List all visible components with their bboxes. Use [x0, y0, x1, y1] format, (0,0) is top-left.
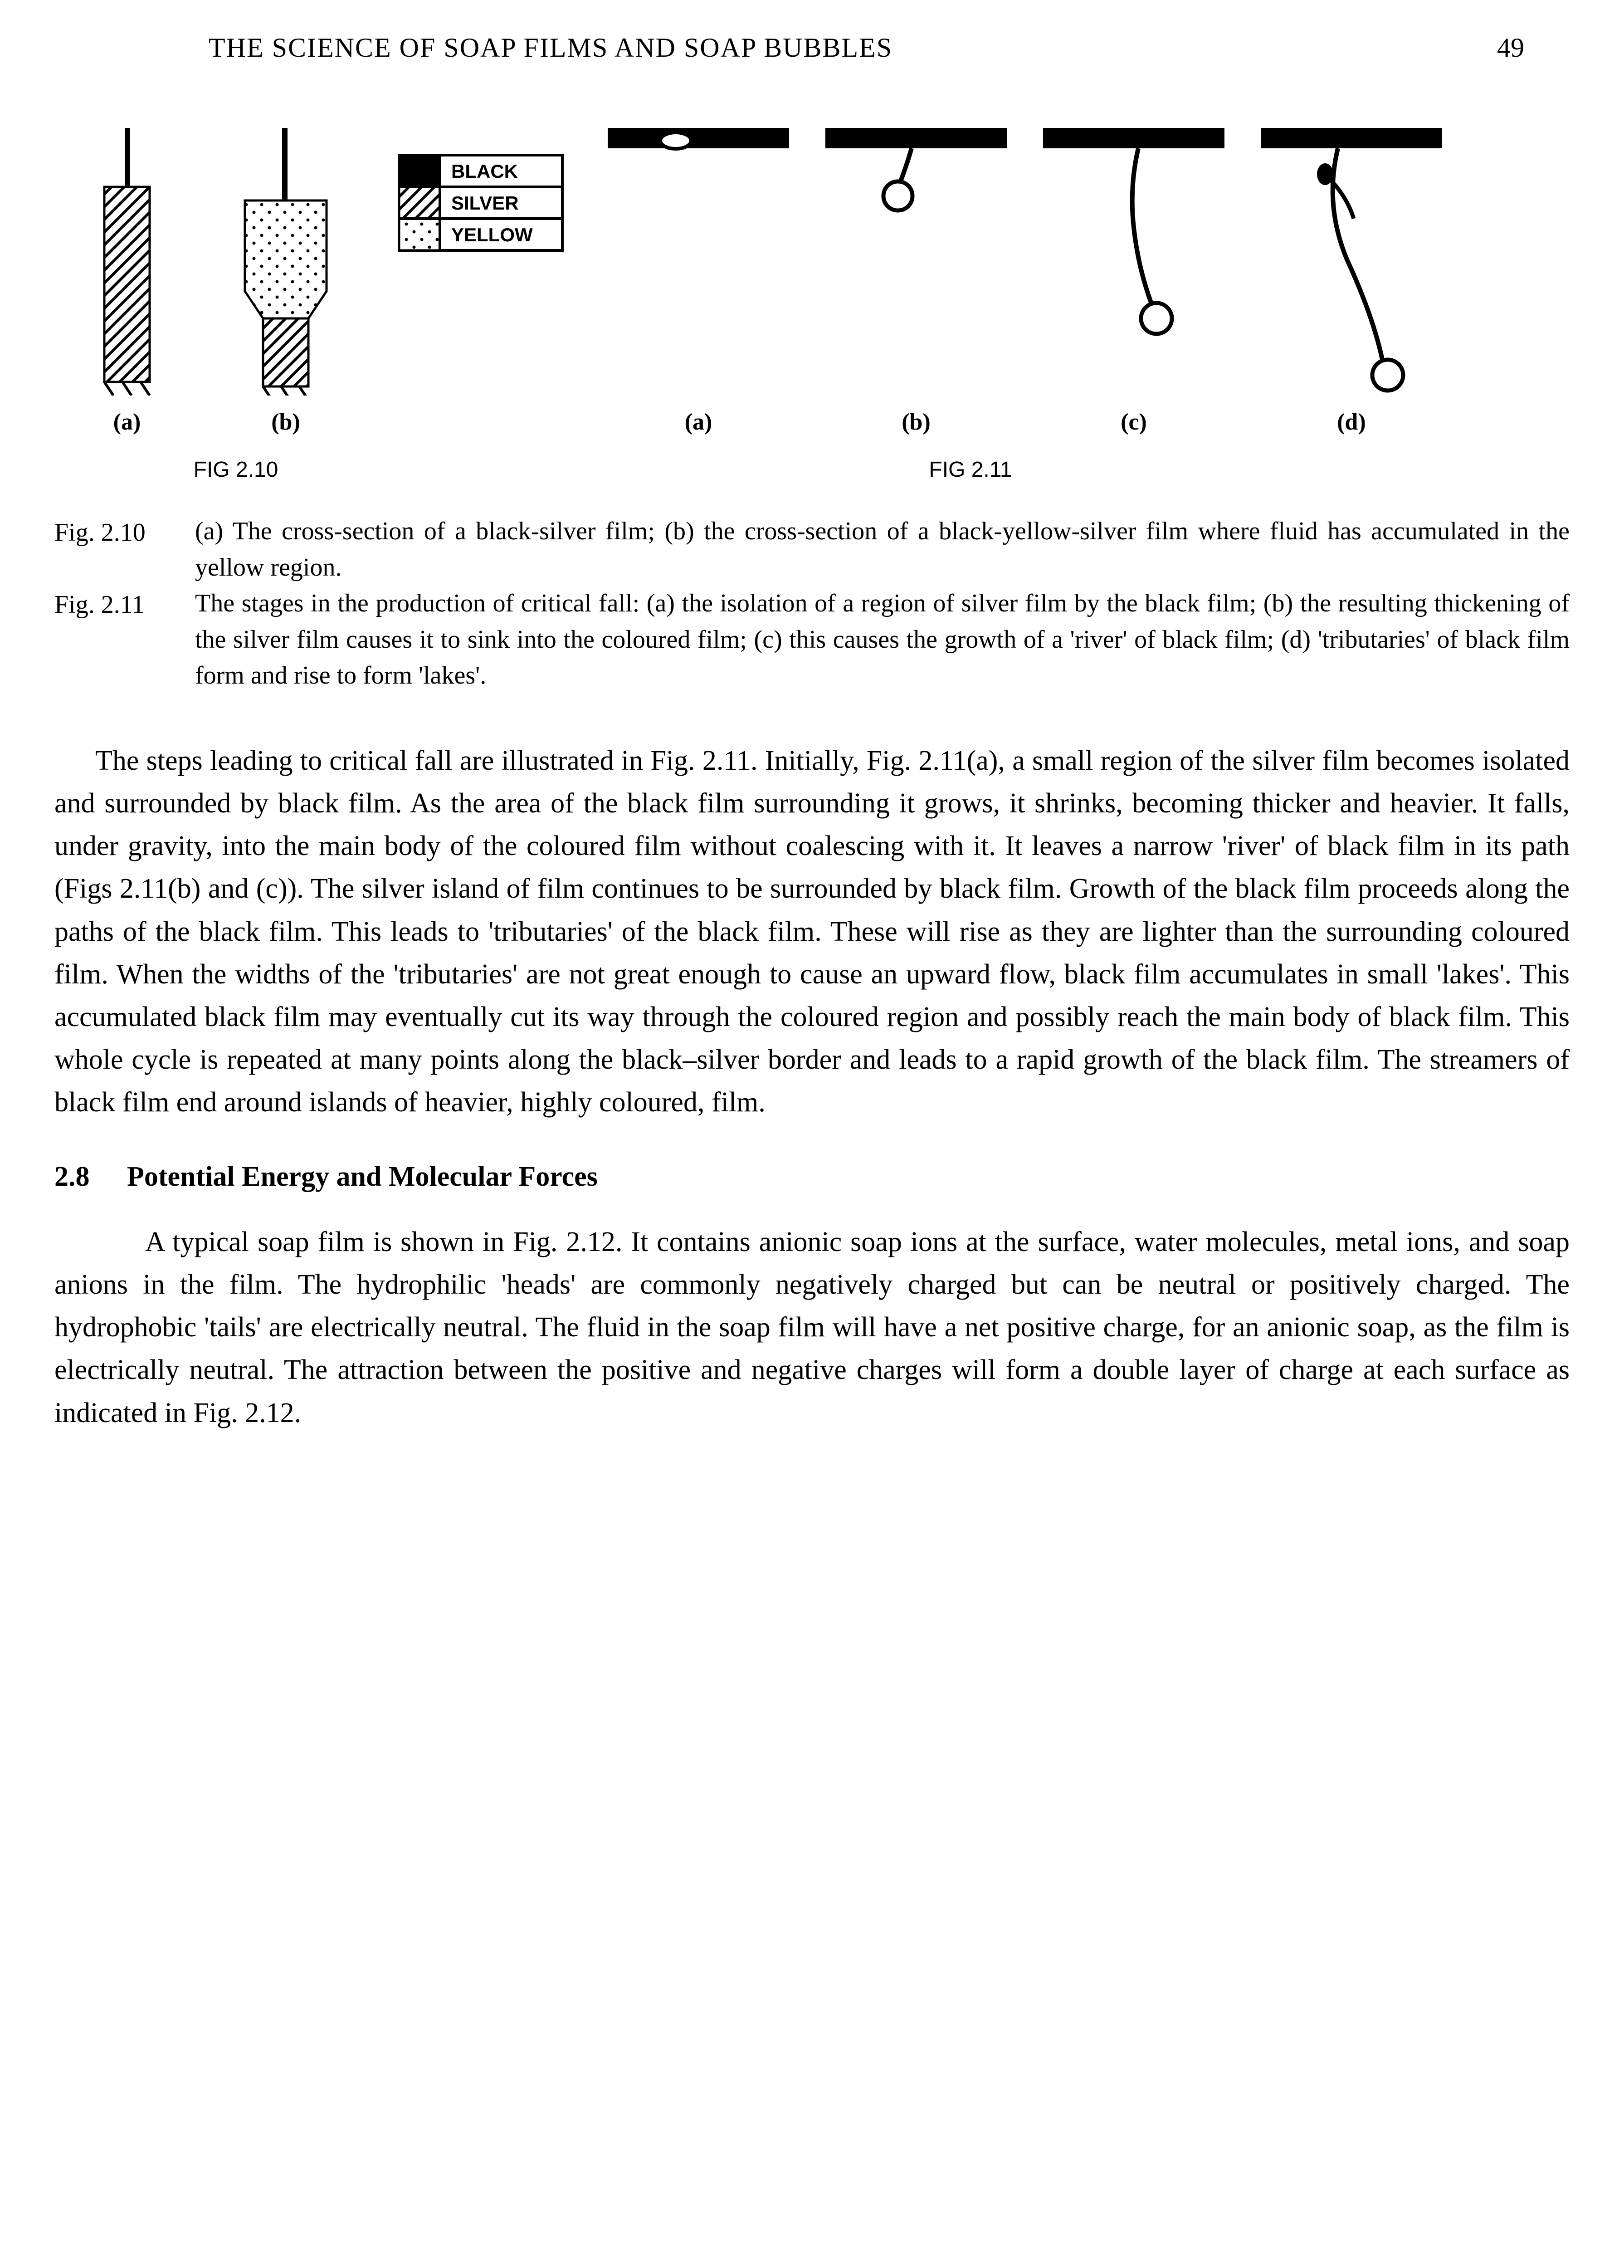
- caption-fig-2-11: Fig. 2.11 The stages in the production o…: [54, 586, 1570, 694]
- panel-label: (b): [271, 405, 300, 440]
- caption-label: Fig. 2.11: [54, 586, 195, 694]
- critical-fall-d-icon: [1256, 123, 1447, 396]
- legend-icon: BLACK SILVER YELLOW: [395, 151, 567, 255]
- fig-2-11-d: (d): [1252, 123, 1451, 440]
- panel-label: (c): [1121, 405, 1147, 440]
- page-header: THE SCIENCE OF SOAP FILMS AND SOAP BUBBL…: [45, 27, 1579, 68]
- panel-label: (a): [113, 405, 141, 440]
- svg-text:SILVER: SILVER: [451, 192, 519, 214]
- body-paragraph-2: A typical soap film is shown in Fig. 2.1…: [45, 1221, 1579, 1434]
- fig-2-10-number: FIG 2.10: [45, 454, 426, 486]
- fig-2-10-a: (a): [63, 123, 190, 440]
- fig-2-10-b: (b): [209, 123, 363, 440]
- cross-section-a-icon: [86, 123, 168, 396]
- panel-label: (b): [902, 405, 931, 440]
- fig-2-11-c: (c): [1034, 123, 1234, 440]
- svg-text:YELLOW: YELLOW: [451, 224, 533, 245]
- critical-fall-a-icon: [603, 123, 794, 396]
- running-head: THE SCIENCE OF SOAP FILMS AND SOAP BUBBL…: [209, 27, 892, 68]
- figure-captions: Fig. 2.10 (a) The cross-section of a bla…: [45, 513, 1579, 694]
- cross-section-b-icon: [227, 123, 345, 396]
- fig-2-10-legend: BLACK SILVER YELLOW .: [381, 96, 580, 440]
- critical-fall-b-icon: [821, 123, 1011, 396]
- page-number: 49: [1497, 27, 1524, 68]
- section-title: Potential Energy and Molecular Forces: [127, 1161, 598, 1192]
- fig-2-11-b: (b): [816, 123, 1016, 440]
- panel-label: (a): [685, 405, 712, 440]
- caption-text: (a) The cross-section of a black-silver …: [195, 513, 1570, 586]
- svg-text:BLACK: BLACK: [451, 161, 518, 182]
- section-number: 2.8: [54, 1156, 127, 1198]
- caption-fig-2-10: Fig. 2.10 (a) The cross-section of a bla…: [54, 513, 1570, 586]
- body-paragraph-1: The steps leading to critical fall are i…: [45, 739, 1579, 1124]
- fig-2-11-number: FIG 2.11: [562, 454, 1379, 486]
- section-heading: 2.8Potential Energy and Molecular Forces: [45, 1156, 1579, 1198]
- panel-label: (d): [1337, 405, 1366, 440]
- fig-2-11-a: (a): [599, 123, 798, 440]
- figures-row: (a) (b) BLACK SILVER YELLOW .: [45, 104, 1579, 440]
- caption-label: Fig. 2.10: [54, 513, 195, 586]
- caption-text: The stages in the production of critical…: [195, 586, 1570, 694]
- critical-fall-c-icon: [1039, 123, 1229, 396]
- figure-numbers: FIG 2.10 FIG 2.11: [45, 454, 1579, 486]
